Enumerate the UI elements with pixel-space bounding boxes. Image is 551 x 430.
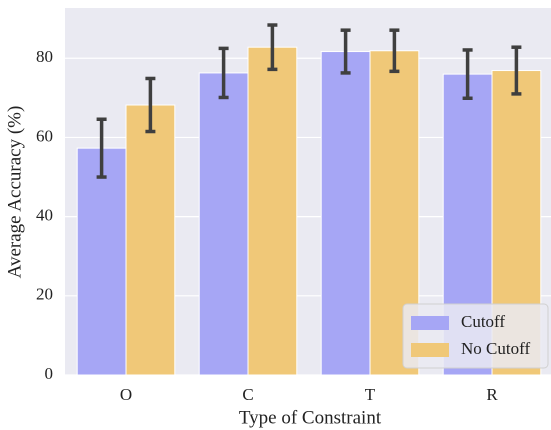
error-bar [96,117,107,179]
error-bar [267,23,278,72]
legend-swatch [411,316,449,330]
y-tick-label: 60 [36,126,53,145]
error-bar [145,76,156,134]
x-tick-label: C [242,385,253,404]
y-axis-label: Average Accuracy (%) [4,106,25,279]
x-tick-label: R [486,385,498,404]
y-tick-label: 80 [36,47,53,66]
legend-label: Cutoff [461,312,505,331]
bar [247,46,298,376]
bar [125,104,176,376]
x-axis-label: Type of Constraint [239,407,382,428]
legend-label: No Cutoff [461,339,530,358]
y-tick-label: 0 [45,364,54,383]
error-bar [389,28,400,74]
error-bar [511,45,522,96]
error-bar [340,28,351,75]
x-tick-label: T [365,385,376,404]
bar [76,147,127,376]
y-tick-label: 40 [36,206,53,225]
error-bar [462,48,473,101]
x-tick-label: O [120,385,132,404]
y-tick-label: 20 [36,285,53,304]
bar [198,72,249,376]
error-bar [218,46,229,100]
bar [320,51,371,376]
legend-swatch [411,343,449,357]
